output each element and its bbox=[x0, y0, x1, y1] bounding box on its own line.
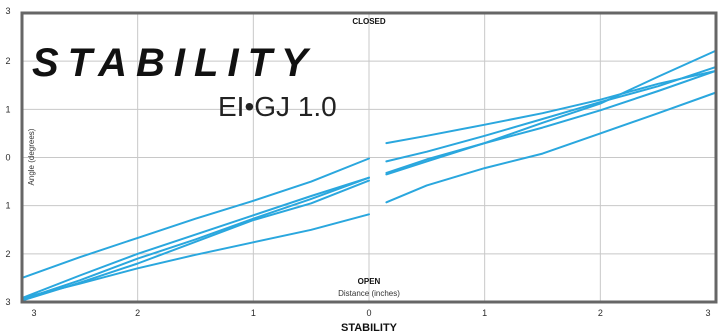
x-tick-label-1: 2 bbox=[135, 308, 140, 318]
series-5-right-line bbox=[385, 91, 717, 204]
y-tick-label-0: 3 bbox=[5, 6, 10, 16]
closed-label: CLOSED bbox=[352, 17, 386, 26]
brand-title: STABILITY bbox=[32, 41, 317, 85]
y-tick-label-3: 0 bbox=[5, 153, 10, 163]
series-lines bbox=[21, 49, 717, 302]
plot-frame bbox=[20, 11, 718, 304]
series-5-left-line bbox=[21, 213, 370, 300]
series-1-left-line bbox=[21, 157, 370, 279]
x-tick-label-0: 3 bbox=[31, 308, 36, 318]
brand-subtitle: EI•GJ 1.0 bbox=[218, 91, 337, 122]
x-tick-label-6: 3 bbox=[705, 308, 710, 318]
x-tick-labels: 3 2 1 0 1 2 3 bbox=[31, 308, 710, 318]
y-tick-label-6: 3 bbox=[5, 297, 10, 307]
series-3-left-line bbox=[21, 176, 370, 301]
footer-title: STABILITY bbox=[341, 322, 398, 334]
grid-lines bbox=[22, 13, 716, 302]
x-axis-title: Distance (inches) bbox=[338, 289, 400, 298]
y-tick-label-1: 2 bbox=[5, 56, 10, 66]
y-axis-title: Angle (degrees) bbox=[27, 128, 36, 185]
series-4-right-line bbox=[385, 49, 717, 176]
y-tick-label-5: 2 bbox=[5, 249, 10, 259]
series-3-right-line bbox=[385, 69, 717, 174]
y-tick-labels: 3 2 1 0 1 2 3 bbox=[5, 6, 10, 307]
series-2-right-line bbox=[385, 65, 717, 163]
x-tick-label-4: 1 bbox=[482, 308, 487, 318]
x-tick-label-2: 1 bbox=[251, 308, 256, 318]
x-tick-label-5: 2 bbox=[598, 308, 603, 318]
y-tick-label-4: 1 bbox=[5, 201, 10, 211]
series-1-right-line bbox=[385, 69, 717, 145]
open-label: OPEN bbox=[358, 277, 381, 286]
x-tick-label-3: 0 bbox=[366, 308, 371, 318]
y-tick-label-2: 1 bbox=[5, 104, 10, 114]
series-2-left-line bbox=[21, 176, 370, 300]
